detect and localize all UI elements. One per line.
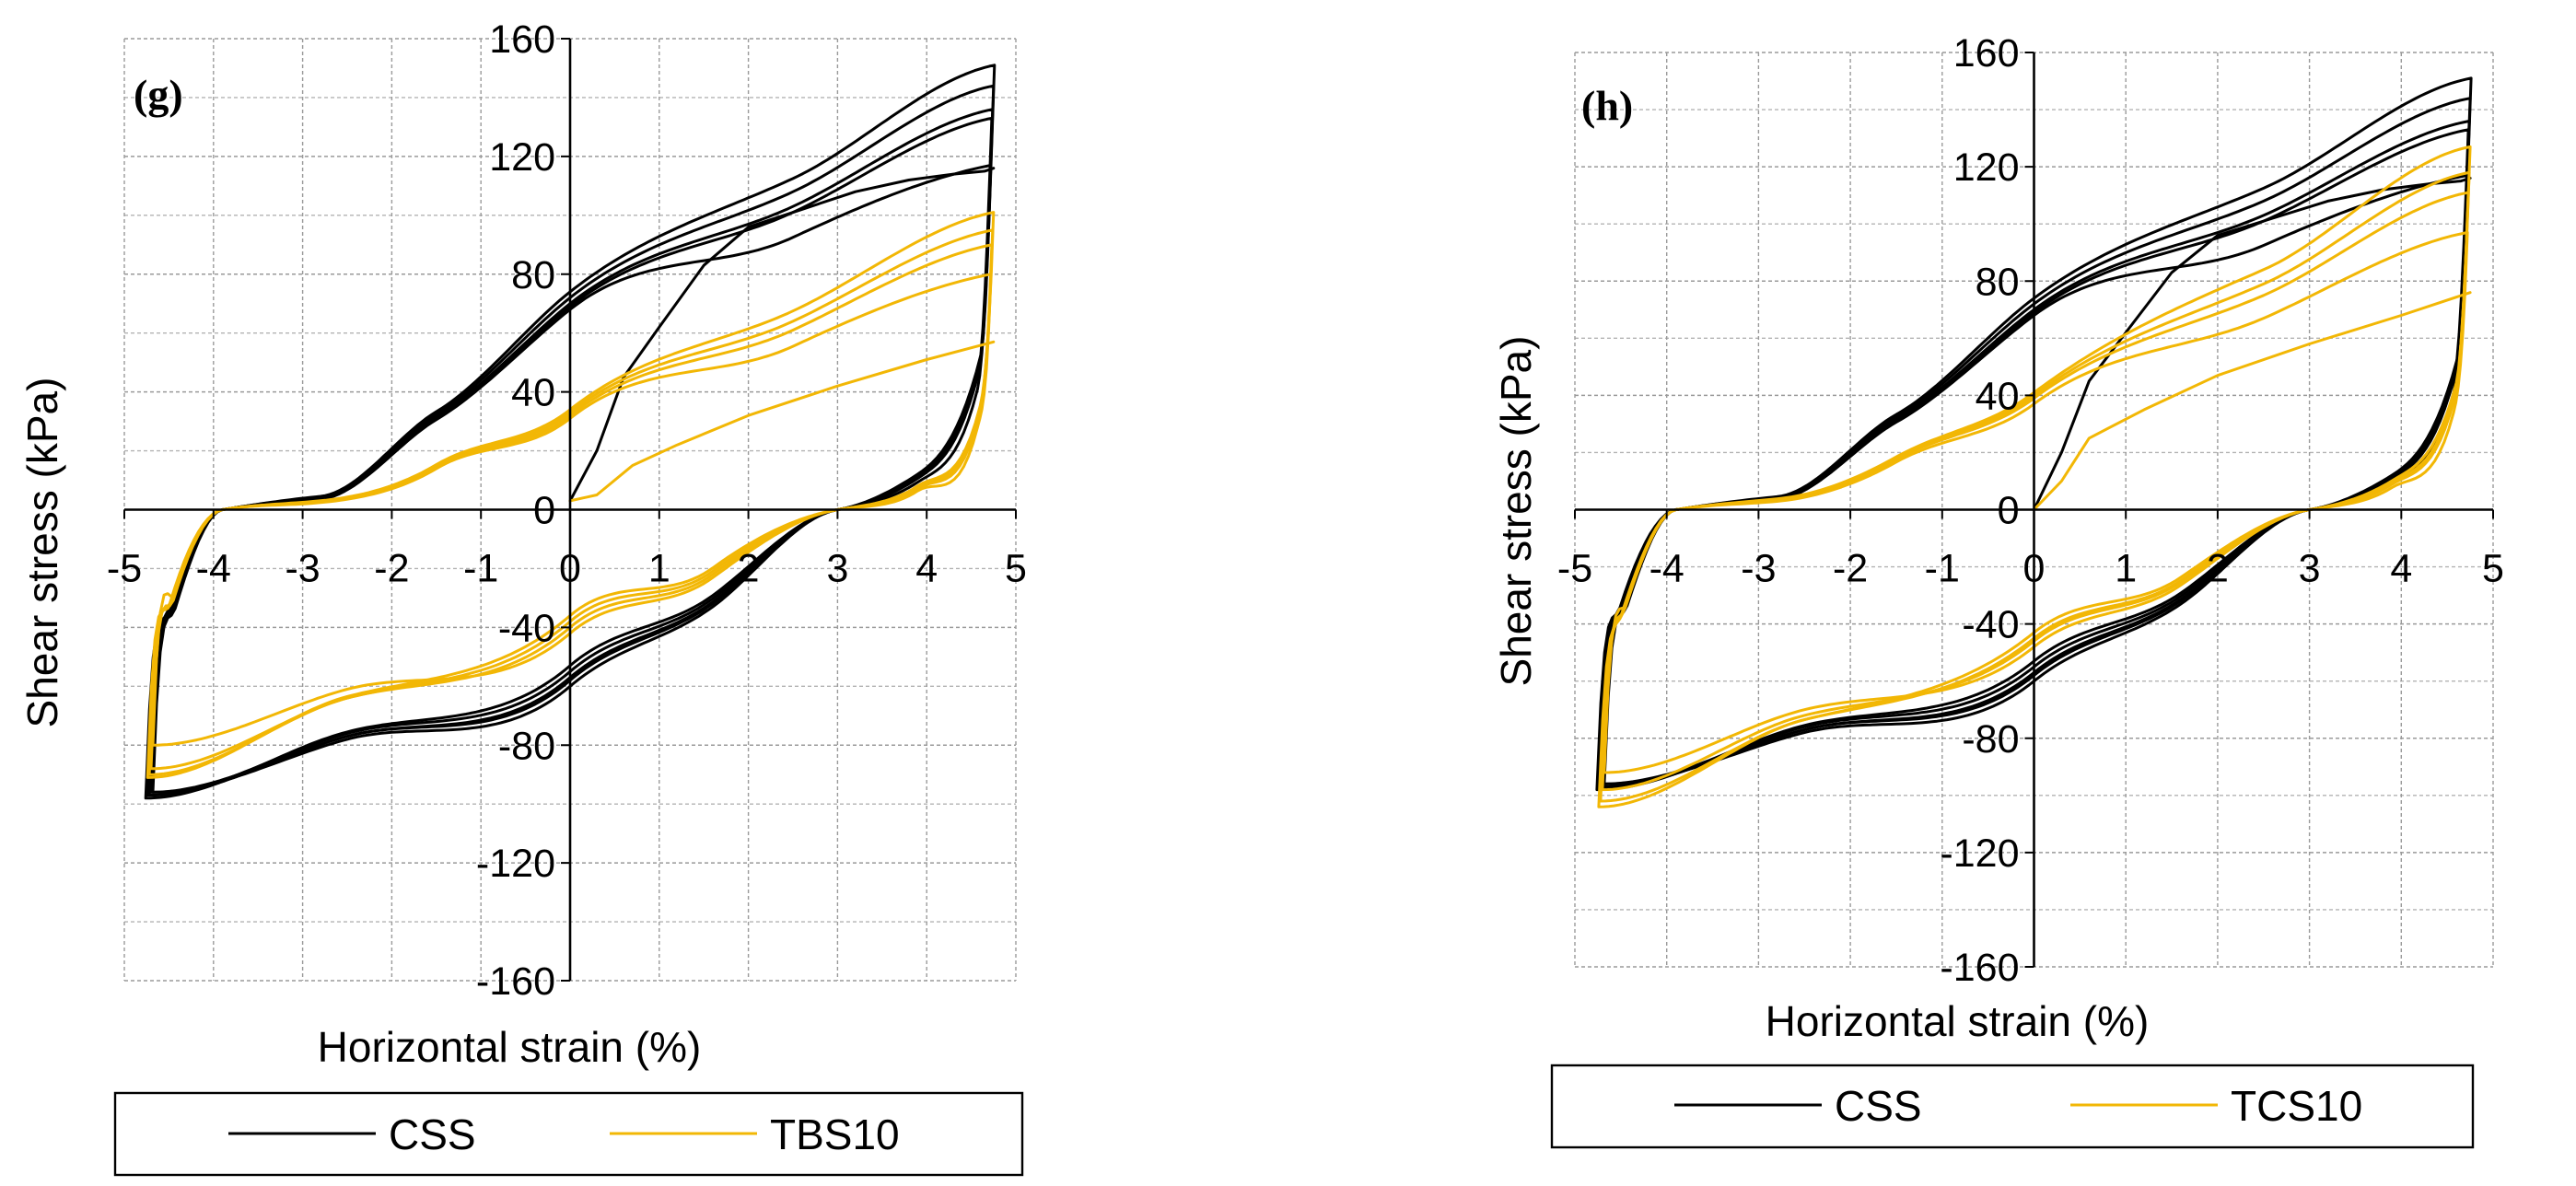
y-tick-label: -120	[1940, 831, 2019, 876]
hysteresis-loop	[1603, 173, 2469, 785]
x-tick-label: -3	[1741, 547, 1776, 591]
curves-h	[1595, 76, 2473, 808]
y-tick-label: -40	[498, 606, 555, 650]
x-tick-label: 4	[915, 547, 938, 591]
legend-box	[113, 1091, 1024, 1177]
x-tick-label: -2	[374, 547, 409, 591]
x-tick-label: 1	[2115, 547, 2137, 591]
y-tick-label: 0	[1998, 489, 2020, 533]
first-loading-curve	[2033, 177, 2472, 511]
series-tbs10	[146, 211, 996, 779]
hysteresis-loop	[1601, 128, 2470, 785]
hysteresis-loop	[146, 84, 996, 797]
x-axis-label: Horizontal strain (%)	[1766, 997, 2150, 1045]
y-tick-label: -80	[1962, 717, 2019, 762]
y-tick-label: -120	[476, 842, 555, 886]
x-tick-label: 0	[2023, 547, 2046, 591]
y-tick-label: 120	[1953, 145, 2020, 190]
y-tick-label: 0	[533, 489, 555, 533]
y-axis-label: Shear stress (kPa)	[18, 378, 66, 728]
y-tick-label: -80	[498, 724, 555, 768]
x-tick-label: 0	[559, 547, 581, 591]
y-tick-label: -160	[476, 959, 555, 1004]
x-tick-label: 4	[2390, 547, 2412, 591]
hysteresis-loop	[144, 64, 997, 800]
x-tick-label: -2	[1833, 547, 1868, 591]
x-tick-label: -4	[1649, 547, 1684, 591]
x-tick-label: 5	[2482, 547, 2504, 591]
x-tick-label: 2	[2207, 547, 2229, 591]
hysteresis-loop	[1599, 170, 2471, 803]
hysteresis-loop	[151, 273, 993, 747]
legend: CSS TCS10	[1550, 1064, 2475, 1149]
panel-h: -5 -4 -3 -2 -1 0 1 2 3 4 516012080400-40-80-120-16…	[1492, 31, 2504, 1149]
legend-treated-label: TCS10	[2231, 1082, 2362, 1130]
x-tick-label: 5	[1005, 547, 1027, 591]
legend-treated-label: TBS10	[770, 1110, 900, 1158]
x-tick-label: -1	[1925, 547, 1960, 591]
y-axis-label: Shear stress (kPa)	[1492, 336, 1540, 687]
x-tick-label: -5	[1557, 547, 1592, 591]
x-tick-label: -1	[463, 547, 498, 591]
hysteresis-loop	[151, 164, 993, 794]
y-tick-label: 160	[489, 17, 555, 62]
panel-label: (g)	[134, 71, 183, 118]
hysteresis-loop	[1603, 231, 2469, 774]
x-tick-label: 3	[826, 547, 848, 591]
hysteresis-loop	[149, 243, 994, 771]
hysteresis-loop	[1597, 97, 2472, 788]
y-tick-label: -160	[1940, 946, 2019, 990]
x-tick-label: -5	[107, 547, 142, 591]
legend-css-label: CSS	[389, 1110, 476, 1158]
panel-g: -5 -4 -3 -2 -1 0 1 2 3 4 516012080400-40-80-120-16…	[18, 17, 1027, 1177]
series-tcs10	[1597, 145, 2472, 808]
x-tick-label: 1	[648, 547, 670, 591]
first-loading-curve	[568, 340, 996, 503]
hysteresis-loop	[147, 228, 995, 776]
x-axis-label: Horizontal strain (%)	[318, 1023, 702, 1071]
x-tick-label: -3	[285, 547, 320, 591]
hysteresis-loop	[146, 211, 996, 779]
legend-css-label: CSS	[1835, 1082, 1922, 1130]
x-tick-label: 2	[738, 547, 760, 591]
y-tick-label: 120	[489, 135, 555, 180]
curves-g	[144, 64, 997, 800]
hysteresis-loop	[149, 116, 994, 794]
y-tick-label: 160	[1953, 31, 2020, 76]
x-tick-label: -4	[196, 547, 231, 591]
y-tick-label: 80	[511, 253, 555, 297]
y-tick-label: 40	[1976, 374, 2020, 418]
y-tick-label: 40	[511, 371, 555, 415]
x-tick-label: 3	[2299, 547, 2321, 591]
y-tick-label: -40	[1962, 603, 2019, 647]
legend: CSS TBS10	[113, 1091, 1024, 1177]
legend-box	[1550, 1064, 2475, 1149]
hysteresis-loop	[1597, 145, 2472, 808]
panel-label: (h)	[1581, 82, 1633, 129]
y-tick-label: 80	[1976, 260, 2020, 304]
first-loading-curve	[2033, 291, 2472, 511]
